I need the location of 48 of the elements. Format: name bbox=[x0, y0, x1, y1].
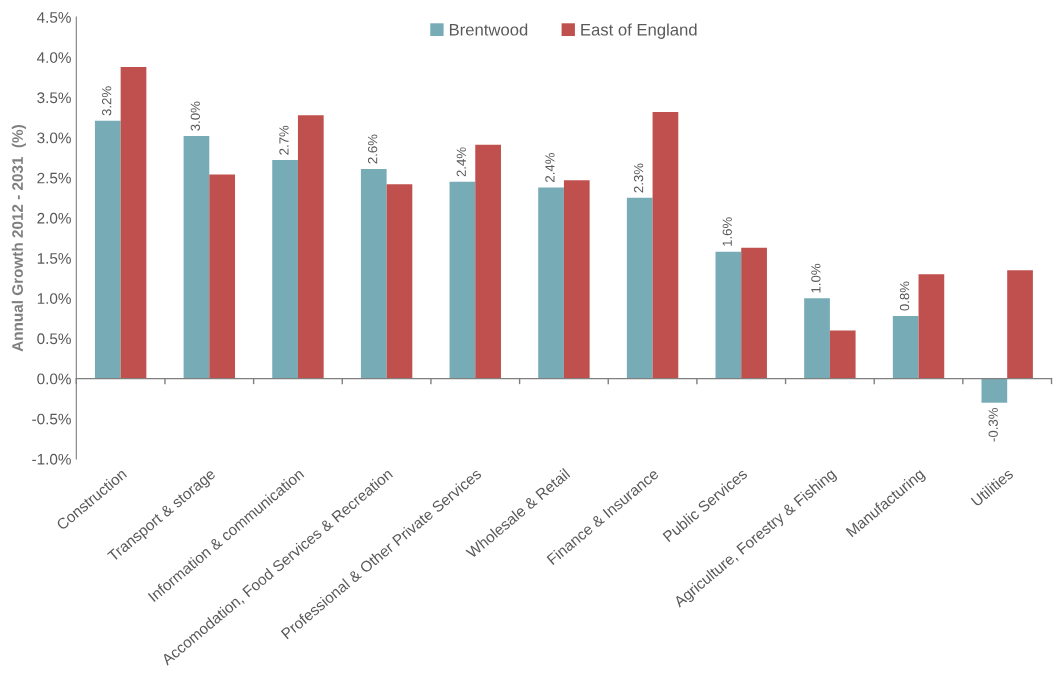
data-label: 3.2% bbox=[101, 86, 112, 116]
y-tick-label: 3.0% bbox=[37, 132, 71, 144]
y-tick-label: 3.5% bbox=[37, 92, 71, 104]
data-label: 3.0% bbox=[190, 101, 200, 131]
data-label: 2.6% bbox=[367, 134, 378, 164]
data-label: -0.3% bbox=[988, 408, 998, 442]
bar bbox=[538, 187, 564, 379]
bar bbox=[804, 298, 830, 379]
y-tick-label: -1.0% bbox=[32, 453, 71, 465]
y-tick-label: -0.5% bbox=[32, 413, 71, 425]
bar bbox=[918, 274, 945, 379]
y-tick-label: 0.0% bbox=[37, 373, 71, 385]
bar bbox=[449, 181, 476, 379]
data-label: 2.4% bbox=[456, 147, 466, 177]
bar bbox=[652, 111, 679, 379]
data-label: 1.6% bbox=[722, 217, 732, 246]
data-label: 0.8% bbox=[899, 281, 910, 311]
bar bbox=[829, 330, 856, 379]
y-tick-label: 1.0% bbox=[37, 293, 71, 304]
bar bbox=[272, 160, 298, 379]
data-label: 2.4% bbox=[545, 153, 555, 182]
data-label: 2.7% bbox=[279, 125, 289, 155]
y-tick-label: 1.5% bbox=[37, 253, 71, 264]
y-axis-title: Annual Growth 2012 - 2031 (%) bbox=[11, 125, 26, 352]
bar bbox=[386, 184, 413, 379]
bar bbox=[981, 378, 1008, 403]
y-tick-label: 2.0% bbox=[37, 212, 71, 224]
y-tick-label: 4.5% bbox=[36, 12, 71, 23]
legend-label: Brentwood bbox=[449, 23, 528, 36]
bar bbox=[475, 144, 501, 379]
bar bbox=[94, 120, 121, 379]
bar bbox=[209, 174, 236, 379]
bar bbox=[360, 168, 387, 379]
bar bbox=[892, 315, 919, 379]
bar bbox=[120, 66, 147, 379]
bar bbox=[563, 180, 590, 379]
bar bbox=[1007, 270, 1033, 379]
legend-label: East of England bbox=[581, 23, 697, 39]
y-tick-label: 2.5% bbox=[37, 172, 71, 184]
bar bbox=[715, 251, 742, 379]
y-tick-label: 0.5% bbox=[37, 333, 71, 345]
bar bbox=[297, 115, 324, 379]
bar bbox=[626, 197, 653, 379]
bar bbox=[741, 247, 767, 379]
data-label: 1.0% bbox=[811, 263, 821, 293]
y-tick-label: 4.0% bbox=[36, 52, 71, 63]
data-label: 2.3% bbox=[633, 163, 644, 193]
bar bbox=[183, 136, 210, 379]
